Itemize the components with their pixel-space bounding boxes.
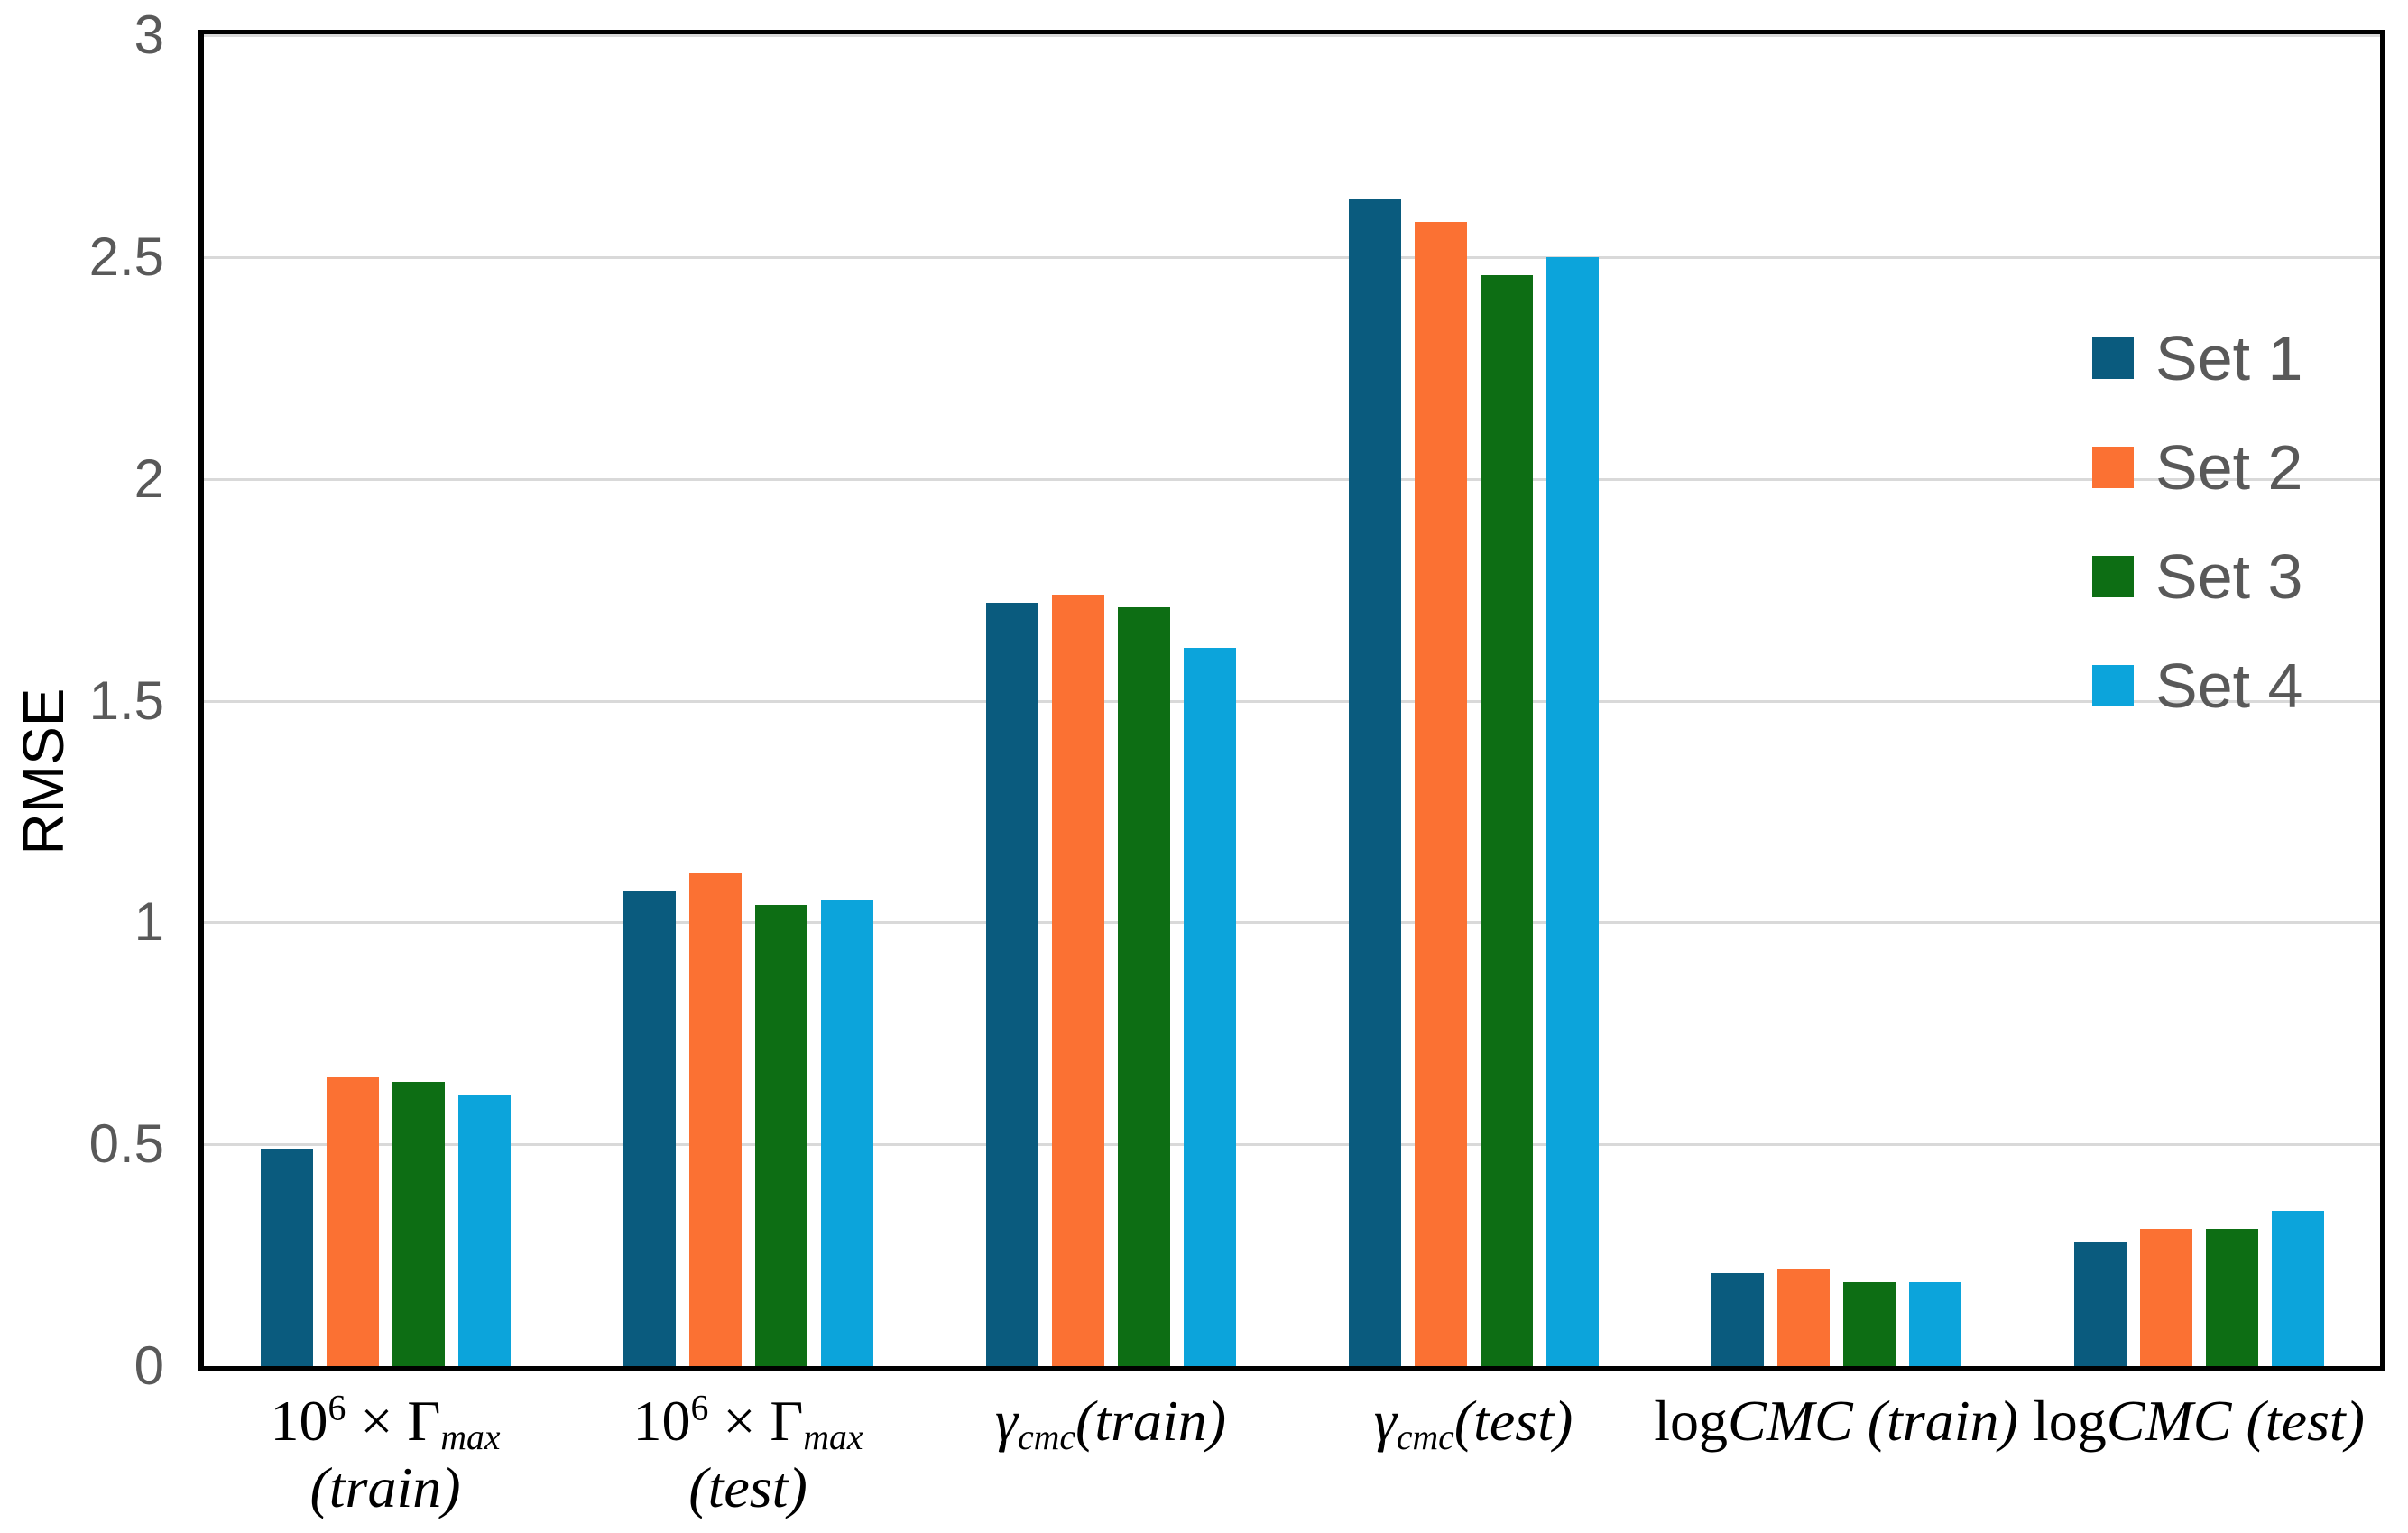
bar-set2-group5 xyxy=(1776,1268,1830,1366)
bar-set1-group1 xyxy=(260,1149,313,1366)
bar-set1-group5 xyxy=(1711,1272,1764,1366)
bar-set2-group3 xyxy=(1051,594,1104,1366)
gridline xyxy=(204,921,2380,925)
legend-label: Set 1 xyxy=(2155,323,2303,393)
legend: Set 1 Set 2 Set 3 Set 4 xyxy=(2092,322,2302,759)
y-tick-label: 2.5 xyxy=(88,226,164,287)
gridline xyxy=(204,1143,2380,1147)
bar-set3-group4 xyxy=(1480,274,1533,1366)
gridline xyxy=(204,255,2380,259)
bar-set3-group5 xyxy=(1842,1281,1896,1366)
bar-set1-group2 xyxy=(623,891,676,1366)
x-category-label: 106 × Γmax (test) xyxy=(632,1388,863,1519)
bar-set3-group2 xyxy=(754,904,807,1366)
legend-item: Set 1 xyxy=(2092,322,2302,394)
y-tick-label: 2 xyxy=(134,448,164,509)
bar-set2-group1 xyxy=(326,1077,379,1366)
y-tick-label: 0.5 xyxy=(88,1113,164,1175)
bar-set1-group6 xyxy=(2073,1242,2127,1366)
bar-set4-group5 xyxy=(1908,1281,1961,1366)
x-category-label: 106 × Γmax (train) xyxy=(270,1388,501,1519)
legend-swatch xyxy=(2092,556,2134,597)
bar-set4-group6 xyxy=(2271,1210,2324,1366)
gridline xyxy=(204,699,2380,703)
bar-set4-group3 xyxy=(1183,647,1236,1366)
legend-item: Set 2 xyxy=(2092,431,2302,503)
x-category-label: logCMC (test) xyxy=(2033,1389,2365,1453)
bar-set3-group6 xyxy=(2205,1228,2258,1366)
legend-item: Set 4 xyxy=(2092,650,2302,722)
legend-swatch xyxy=(2092,337,2134,379)
bar-set3-group3 xyxy=(1117,607,1170,1366)
plot-area: Set 1 Set 2 Set 3 Set 4 xyxy=(198,30,2385,1371)
legend-label: Set 2 xyxy=(2155,432,2303,503)
legend-item: Set 3 xyxy=(2092,540,2302,613)
bar-set1-group4 xyxy=(1348,199,1401,1366)
legend-swatch xyxy=(2092,447,2134,488)
gridline xyxy=(204,477,2380,481)
legend-label: Set 3 xyxy=(2155,541,2303,612)
bar-set2-group4 xyxy=(1414,221,1467,1366)
legend-swatch xyxy=(2092,665,2134,706)
bar-set4-group4 xyxy=(1545,256,1599,1366)
y-tick-label: 1.5 xyxy=(88,670,164,731)
bar-set4-group1 xyxy=(457,1095,511,1366)
bar-set2-group6 xyxy=(2139,1228,2192,1366)
x-category-label: γcmc(train) xyxy=(994,1389,1227,1457)
y-tick-label: 3 xyxy=(134,5,164,65)
legend-label: Set 4 xyxy=(2155,651,2303,721)
x-category-label: γcmc(test) xyxy=(1373,1389,1573,1457)
gridline xyxy=(204,34,2380,37)
bar-set2-group2 xyxy=(688,873,742,1366)
bar-set3-group1 xyxy=(392,1082,445,1366)
bar-set1-group3 xyxy=(985,603,1038,1366)
y-tick-label: 0 xyxy=(134,1335,164,1396)
bar-set4-group2 xyxy=(820,900,873,1366)
x-category-label: logCMC (train) xyxy=(1654,1389,2018,1453)
y-tick-label: 1 xyxy=(134,891,164,953)
